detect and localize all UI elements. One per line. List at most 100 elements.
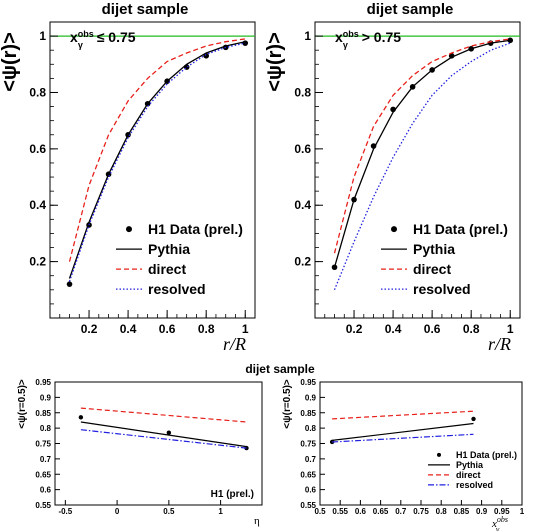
y-axis-label: <ψ(r=0.5)> xyxy=(282,379,293,429)
panel-bottom-right: 0.5 0.55 0.6 0.65 0.7 0.75 0.8 0.85 0.9 0.95 10.55… xyxy=(282,378,525,531)
top-right-title: dijet sample xyxy=(367,1,454,18)
x-tick-label: 0.75 xyxy=(413,507,429,516)
x-axis-label: η xyxy=(254,515,260,527)
legend-label-data: H1 Data (prel.) xyxy=(413,221,508,237)
x-tick-label: 0.2 xyxy=(81,322,98,336)
data-point xyxy=(166,430,172,435)
panel-top-left: 0.2 0.4 0.6 0.8 1 0.2 0.4 0.6 0.8 1 <ψ(r)> r/R xobs γ… xyxy=(0,21,256,354)
series-line-direct xyxy=(333,38,511,254)
y-tick-label: 0.6 xyxy=(29,142,46,156)
series-line-pythia xyxy=(80,421,247,448)
x-tick-label: 1 xyxy=(242,322,249,336)
series-line-resolved xyxy=(80,429,247,449)
x-tick-label: 0.4 xyxy=(120,322,137,336)
y-tick-label: 0.85 xyxy=(300,409,316,418)
series-line-pythia xyxy=(333,39,511,268)
series-line-resolved xyxy=(333,42,511,291)
y-tick-label: 0.4 xyxy=(29,198,46,212)
cut-annotation: xobs γ > 0.75 xyxy=(335,29,401,50)
bottom-title: dijet sample xyxy=(245,362,315,376)
data-point xyxy=(242,40,249,46)
y-axis-label: <ψ(r=0.5)> xyxy=(17,379,28,429)
x-tick-label: 0.5 xyxy=(314,507,326,516)
y-tick-label: 1 xyxy=(304,29,311,43)
legend-label-direct: direct xyxy=(413,261,451,277)
y-axis-label: <ψ(r)> xyxy=(264,32,286,92)
y-tick-label: 0.7 xyxy=(40,455,52,464)
series-line-direct xyxy=(68,38,246,262)
plot-frame xyxy=(314,21,521,319)
legend-label-data: H1 Data (prel.) xyxy=(456,450,517,460)
cut-annotation: xobs γ ≤ 0.75 xyxy=(70,29,136,50)
y-tick-label: 0.2 xyxy=(294,255,311,269)
x-tick-label: 0.2 xyxy=(346,322,363,336)
y-tick-label: 0.95 xyxy=(300,378,316,387)
legend-label-resolved: resolved xyxy=(456,480,493,490)
x-axis-label: xobs γ xyxy=(491,515,508,531)
series-line-resolved xyxy=(68,42,246,282)
x-tick-label: 0 xyxy=(115,507,120,516)
x-tick-label: 0.8 xyxy=(463,322,480,336)
y-tick-label: 0.55 xyxy=(300,501,316,510)
x-tick-label: 1 xyxy=(507,322,514,336)
y-tick-label: 0.9 xyxy=(40,393,52,402)
x-tick-label: 0.6 xyxy=(159,322,176,336)
x-tick-label: 0.6 xyxy=(355,507,367,516)
legend-label-resolved: resolved xyxy=(148,281,206,297)
x-tick-label: 1 xyxy=(520,507,525,516)
top-left-title: dijet sample xyxy=(102,1,189,18)
legend-label-pythia: Pythia xyxy=(148,241,190,257)
h1-prel-annotation: H1 (prel.) xyxy=(211,489,254,500)
x-axis-label: r/R xyxy=(223,334,246,354)
y-tick-label: 0.6 xyxy=(305,486,317,495)
x-tick-label: 0.6 xyxy=(424,322,441,336)
y-tick-label: 0.8 xyxy=(40,424,52,433)
y-tick-label: 0.95 xyxy=(35,378,51,387)
legend-marker-data xyxy=(391,226,397,233)
x-tick-label: 0.55 xyxy=(332,507,348,516)
data-point xyxy=(507,37,514,44)
data-point xyxy=(78,415,84,420)
y-tick-label: 0.8 xyxy=(29,85,46,99)
y-tick-label: 0.85 xyxy=(35,409,51,418)
plot-frame xyxy=(49,21,256,319)
legend-marker-data xyxy=(126,226,132,233)
y-tick-label: 0.8 xyxy=(305,424,317,433)
x-tick-label: 0.95 xyxy=(494,507,510,516)
legend-label-pythia: Pythia xyxy=(456,460,484,470)
y-tick-label: 0.9 xyxy=(305,393,317,402)
x-tick-label: 0.7 xyxy=(395,507,407,516)
panel-bottom-left: -0.5 0 0.5 1 0.55 0.6 0.65 0.7 0.75 0.8 0.85 0.9 0.9… xyxy=(17,378,263,527)
legend-marker-data xyxy=(437,452,441,457)
x-tick-label: 0.8 xyxy=(436,507,448,516)
y-tick-label: 0.6 xyxy=(40,486,52,495)
data-point xyxy=(66,281,73,287)
x-tick-label: -0.5 xyxy=(58,507,72,516)
x-axis-label: r/R xyxy=(488,334,511,354)
x-tick-label: 0.9 xyxy=(476,507,488,516)
y-tick-label: 0.2 xyxy=(29,255,46,269)
series-line-resolved xyxy=(332,433,474,443)
y-tick-label: 0.4 xyxy=(294,198,311,212)
y-tick-label: 0.6 xyxy=(294,142,311,156)
x-tick-label: 0.5 xyxy=(163,507,175,516)
x-tick-label: 0.4 xyxy=(385,322,402,336)
legend-label-pythia: Pythia xyxy=(413,241,455,257)
y-tick-label: 0.7 xyxy=(305,455,317,464)
legend-label-direct: direct xyxy=(456,470,481,480)
legend-label-direct: direct xyxy=(148,261,186,277)
y-tick-label: 0.75 xyxy=(35,440,51,449)
series-line-direct xyxy=(80,407,247,423)
y-axis-label: <ψ(r)> xyxy=(0,32,21,92)
plot-frame xyxy=(54,381,263,506)
y-tick-label: 0.65 xyxy=(300,470,316,479)
x-tick-label: 0.65 xyxy=(373,507,389,516)
y-tick-label: 0.55 xyxy=(35,501,51,510)
x-tick-label: 0.8 xyxy=(198,322,215,336)
series-line-pythia xyxy=(332,422,474,441)
series-line-direct xyxy=(332,410,474,420)
y-tick-label: 0.75 xyxy=(300,440,316,449)
series-line-pythia xyxy=(68,41,246,279)
y-tick-label: 0.65 xyxy=(35,470,51,479)
